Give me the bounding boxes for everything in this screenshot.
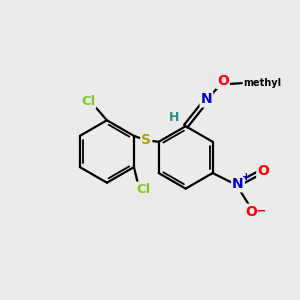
Text: +: + [242,172,250,182]
Text: O: O [245,205,257,219]
Text: O: O [217,74,229,88]
Text: O: O [257,164,269,178]
Text: H: H [169,111,180,124]
Text: −: − [256,204,266,217]
Text: N: N [232,177,244,191]
Text: methyl: methyl [243,78,281,88]
Text: Cl: Cl [81,95,95,108]
Text: N: N [201,92,212,106]
Text: Cl: Cl [136,183,151,196]
Text: S: S [141,133,151,147]
